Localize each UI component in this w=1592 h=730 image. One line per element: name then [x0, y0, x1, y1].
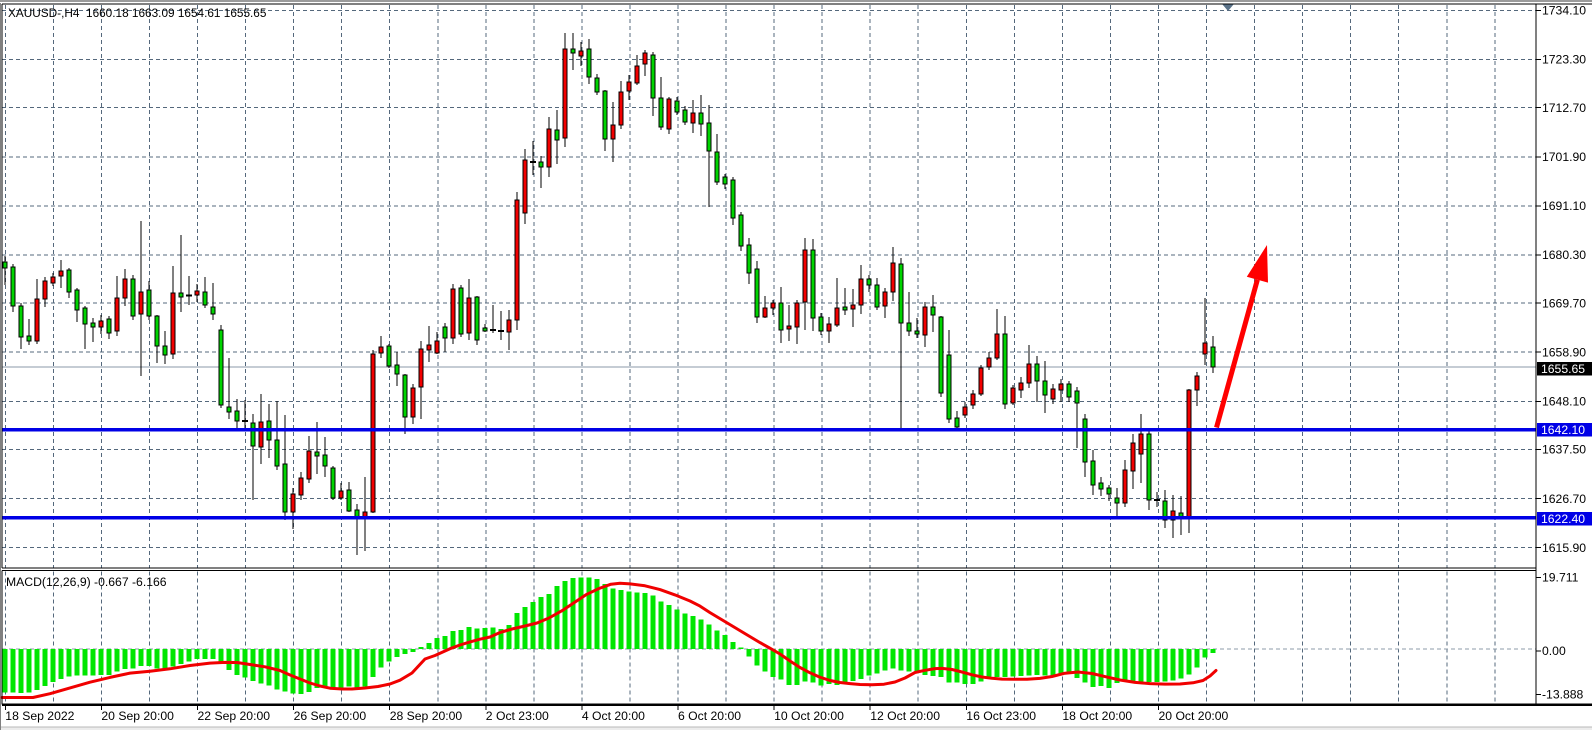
svg-text:1680.30: 1680.30 — [1542, 248, 1586, 262]
svg-text:4 Oct 20:00: 4 Oct 20:00 — [582, 709, 645, 723]
svg-text:MACD(12,26,9) -0.667 -6.166: MACD(12,26,9) -0.667 -6.166 — [6, 575, 167, 589]
svg-text:19.711: 19.711 — [1542, 571, 1579, 585]
svg-text:1642.10: 1642.10 — [1541, 423, 1585, 437]
svg-text:16 Oct 23:00: 16 Oct 23:00 — [966, 709, 1036, 723]
svg-text:1723.30: 1723.30 — [1542, 53, 1586, 67]
svg-text:1655.65: 1655.65 — [1541, 362, 1585, 376]
svg-text:1712.70: 1712.70 — [1542, 101, 1586, 115]
svg-text:0.00: 0.00 — [1542, 644, 1566, 658]
svg-text:1734.10: 1734.10 — [1542, 4, 1586, 18]
svg-text:6 Oct 20:00: 6 Oct 20:00 — [678, 709, 741, 723]
svg-text:22 Sep 20:00: 22 Sep 20:00 — [198, 709, 271, 723]
svg-text:1615.90: 1615.90 — [1542, 541, 1586, 555]
svg-text:1658.90: 1658.90 — [1542, 345, 1586, 359]
svg-text:1691.10: 1691.10 — [1542, 199, 1586, 213]
svg-text:1637.50: 1637.50 — [1542, 443, 1586, 457]
svg-text:28 Sep 20:00: 28 Sep 20:00 — [390, 709, 463, 723]
svg-text:1626.70: 1626.70 — [1542, 492, 1586, 506]
svg-text:26 Sep 20:00: 26 Sep 20:00 — [294, 709, 367, 723]
svg-text:1669.70: 1669.70 — [1542, 296, 1586, 310]
svg-text:20 Sep 20:00: 20 Sep 20:00 — [101, 709, 174, 723]
svg-text:10 Oct 20:00: 10 Oct 20:00 — [774, 709, 844, 723]
svg-text:XAUUSD-,H4 1660.18 1663.09 16: XAUUSD-,H4 1660.18 1663.09 1654.61 1655.… — [8, 6, 267, 20]
svg-text:1648.10: 1648.10 — [1542, 395, 1586, 409]
svg-text:-13.888: -13.888 — [1542, 688, 1584, 702]
svg-text:12 Oct 20:00: 12 Oct 20:00 — [870, 709, 940, 723]
svg-text:18 Sep 2022: 18 Sep 2022 — [5, 709, 74, 723]
svg-text:2 Oct 23:00: 2 Oct 23:00 — [486, 709, 549, 723]
svg-text:20 Oct 20:00: 20 Oct 20:00 — [1159, 709, 1229, 723]
svg-text:1701.90: 1701.90 — [1542, 150, 1586, 164]
svg-text:1622.40: 1622.40 — [1541, 512, 1585, 526]
svg-text:18 Oct 20:00: 18 Oct 20:00 — [1062, 709, 1132, 723]
